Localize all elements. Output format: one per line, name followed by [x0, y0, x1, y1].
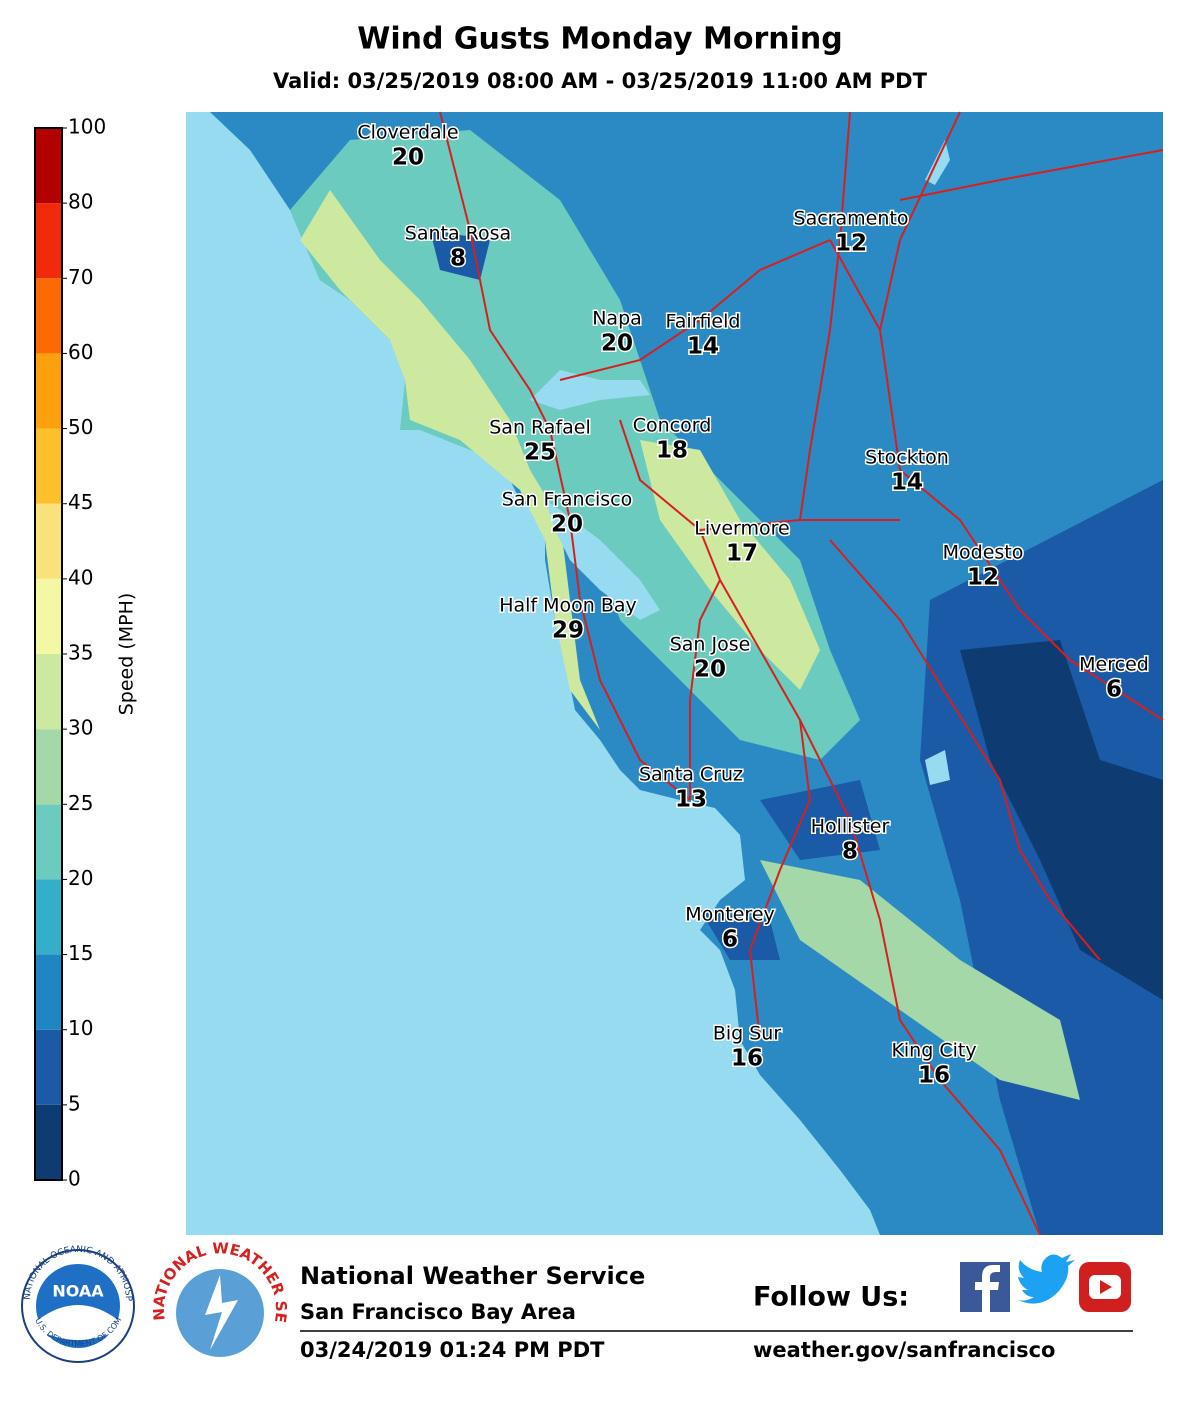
agency: National Weather Service	[300, 1262, 645, 1290]
wind-zone	[640, 440, 820, 690]
colorbar-label: Speed (MPH)	[116, 593, 138, 716]
colorbar-tick-label: 100	[68, 115, 106, 139]
office: San Francisco Bay Area	[300, 1300, 576, 1324]
map	[186, 111, 1164, 1236]
city-gust: 8	[450, 246, 466, 272]
colorbar-segment	[35, 503, 62, 579]
city-gust: 14	[891, 470, 923, 496]
colorbar-tick-label: 20	[68, 866, 93, 890]
wind-zone	[430, 230, 490, 280]
city-name: Modesto	[943, 542, 1024, 564]
city-name: San Rafael	[489, 417, 591, 439]
city-gust: 16	[918, 1063, 950, 1089]
subtitle: Valid: 03/25/2019 08:00 AM - 03/25/2019 …	[273, 69, 928, 93]
city-name: Santa Cruz	[639, 764, 743, 786]
url: weather.gov/sanfrancisco	[753, 1338, 1055, 1362]
colorbar-tick-label: 10	[68, 1016, 93, 1040]
colorbar-segment	[35, 203, 62, 279]
city-name: San Jose	[670, 634, 751, 656]
city-name: King City	[891, 1040, 976, 1062]
follow-us: Follow Us:	[753, 1282, 909, 1313]
city-name: Stockton	[865, 447, 949, 469]
colorbar-tick-label: 50	[68, 415, 93, 439]
city-name: Santa Rosa	[405, 223, 511, 245]
city-gust: 20	[551, 512, 583, 538]
city-name: San Francisco	[502, 489, 633, 511]
city-name: Merced	[1079, 654, 1149, 676]
wind-zone	[300, 190, 600, 730]
noaa-ring-text: NATIONAL OCEANIC AND ATMOSPHERIC ADMINIS…	[0, 0, 133, 1302]
colorbar-segment	[35, 654, 62, 730]
colorbar-tick-label: 15	[68, 941, 93, 965]
city-name: Fairfield	[666, 311, 741, 333]
city-name: Cloverdale	[357, 122, 458, 144]
colorbar-tick-label: 45	[68, 490, 93, 514]
colorbar-tick-label: 80	[68, 190, 93, 214]
noaa-bird	[38, 1305, 118, 1340]
city-gust: 14	[687, 334, 719, 360]
colorbar-tick-label: 40	[68, 565, 93, 589]
colorbar-segment	[35, 879, 62, 955]
wind-zone	[760, 860, 1080, 1100]
city-name: Big Sur	[713, 1023, 782, 1045]
city-gust: 17	[726, 541, 758, 567]
colorbar-tick-label: 60	[68, 340, 93, 364]
lake	[925, 750, 950, 785]
colorbar-segment	[35, 278, 62, 354]
colorbar-segment	[35, 1104, 62, 1180]
colorbar-segment	[35, 804, 62, 880]
wind-zone	[290, 130, 860, 760]
title: Wind Gusts Monday Morning	[357, 22, 842, 57]
colorbar-segment	[35, 729, 62, 805]
colorbar-segment	[35, 954, 62, 1030]
wind-zone	[760, 780, 880, 860]
city-name: Monterey	[685, 904, 775, 926]
noaa-text: NOAA	[52, 1282, 104, 1301]
city-gust: 12	[967, 565, 999, 591]
city-gust: 6	[722, 927, 738, 953]
colorbar-segment	[35, 353, 62, 429]
issued: 03/24/2019 01:24 PM PDT	[300, 1338, 605, 1362]
city-gust: 13	[675, 787, 707, 813]
colorbar-segment	[35, 1029, 62, 1105]
city-gust: 25	[524, 440, 556, 466]
city-name: Half Moon Bay	[499, 595, 637, 617]
city-gust: 18	[656, 438, 688, 464]
nws-emblem	[176, 1269, 264, 1357]
colorbar-tick-label: 0	[68, 1167, 81, 1191]
highways	[439, 111, 1164, 1236]
youtube-play	[1100, 1280, 1112, 1294]
city-name: Concord	[633, 415, 712, 437]
city-gust: 12	[835, 231, 867, 257]
colorbar-tick-label: 70	[68, 265, 93, 289]
colorbar-tick-label: 35	[68, 641, 93, 665]
city-gust: 6	[1106, 677, 1122, 703]
city-gust: 16	[731, 1046, 763, 1072]
facebook-glyph	[975, 1265, 1000, 1312]
city-gust: 20	[392, 145, 424, 171]
city-name: Napa	[592, 308, 642, 330]
city-gust: 8	[842, 839, 858, 865]
twitter-icon[interactable]	[1018, 1254, 1075, 1304]
colorbar-tick-label: 30	[68, 716, 93, 740]
city-gust: 20	[601, 331, 633, 357]
wind-zone	[960, 640, 1163, 1000]
city-gust: 20	[694, 657, 726, 683]
colorbar-tick-label: 25	[68, 791, 93, 815]
city-name: Hollister	[811, 816, 890, 838]
city-gust: 29	[552, 618, 584, 644]
nws-bolt	[205, 1275, 238, 1350]
bay	[545, 500, 660, 620]
colorbar-segment	[35, 428, 62, 504]
noaa-ring-text: NATIONAL OCEANIC AND ATMOSPHERIC ADMINIS…	[0, 0, 133, 1302]
city-name: Sacramento	[794, 208, 909, 230]
colorbar-segment	[35, 128, 62, 204]
city-name: Livermore	[694, 518, 790, 540]
colorbar-tick-label: 5	[68, 1091, 81, 1115]
colorbar-segment	[35, 578, 62, 654]
